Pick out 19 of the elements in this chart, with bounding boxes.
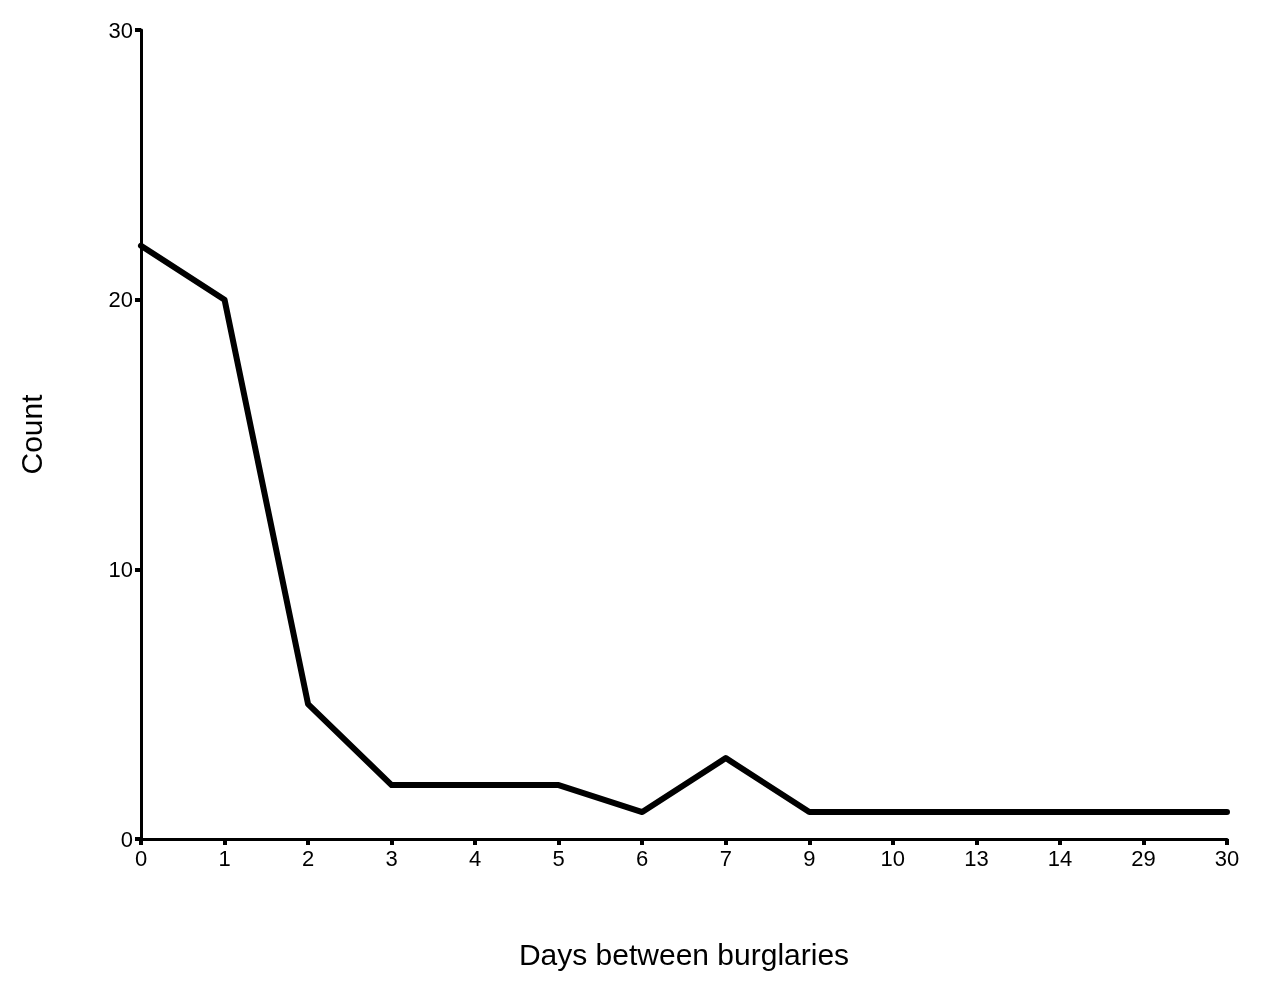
x-tick-label: 2: [301, 845, 315, 871]
x-tick-label: 10: [880, 845, 906, 871]
x-tick-label: 6: [636, 845, 649, 871]
y-tick-label: 10: [108, 556, 133, 582]
y-tick-label: 0: [120, 826, 133, 852]
x-tick-label: 30: [1214, 845, 1240, 871]
y-tick-label: 30: [108, 17, 133, 43]
x-tick-label: 4: [469, 845, 482, 871]
x-tick-label: 5: [552, 845, 565, 871]
y-axis-title: Count: [14, 393, 48, 475]
y-tick-label: 20: [108, 287, 133, 313]
x-tick-label: 9: [803, 845, 816, 871]
x-tick-label: 7: [719, 845, 732, 871]
x-tick-label: 29: [1131, 845, 1156, 871]
x-tick-label: 1: [218, 845, 231, 871]
x-tick-label: 3: [385, 845, 398, 871]
x-tick-label: 14: [1047, 845, 1073, 871]
x-tick-label: 13: [964, 845, 989, 871]
x-axis-title: Days between burglaries: [518, 937, 850, 971]
